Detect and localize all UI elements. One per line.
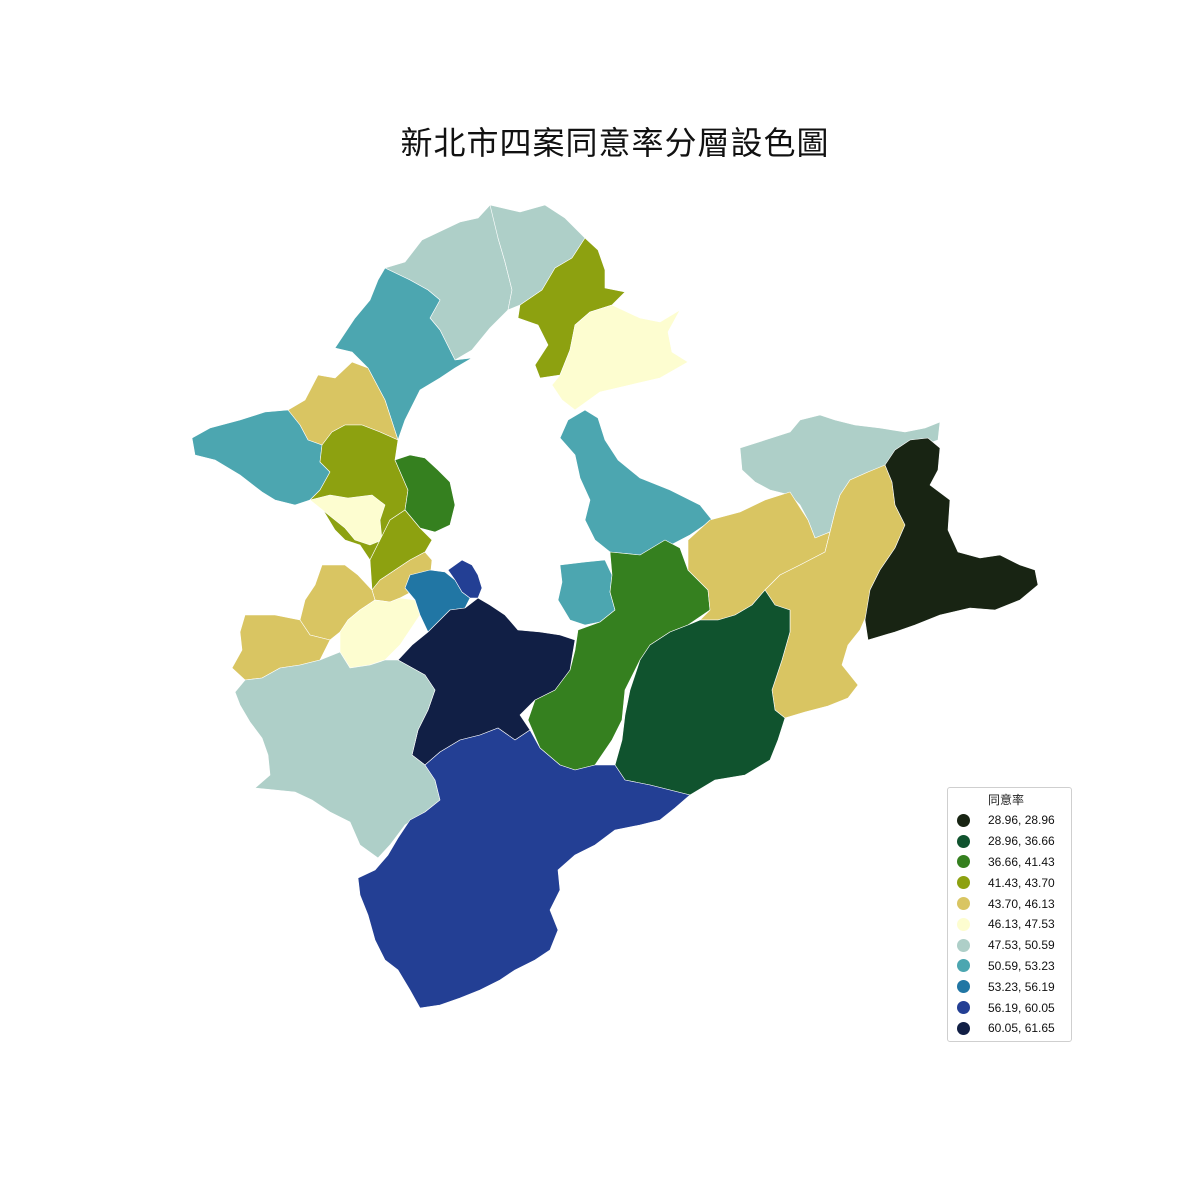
legend-swatch bbox=[957, 855, 970, 869]
legend-label: 36.66, 41.43 bbox=[988, 854, 1055, 869]
region-south-large[interactable] bbox=[357, 727, 691, 1009]
legend-swatch bbox=[957, 876, 970, 890]
legend-label: 28.96, 28.96 bbox=[988, 813, 1055, 828]
legend-swatch bbox=[957, 917, 970, 931]
map-legend: 同意率 28.96, 28.96 28.96, 36.66 36.66, 41.… bbox=[947, 787, 1072, 1042]
legend-item: 50.59, 53.23 bbox=[957, 956, 1071, 977]
legend-title: 同意率 bbox=[987, 793, 1024, 807]
legend-item: 28.96, 36.66 bbox=[957, 831, 1071, 852]
legend-swatch bbox=[957, 1001, 970, 1015]
legend-swatch bbox=[957, 980, 970, 994]
region-central-east-a[interactable] bbox=[394, 454, 456, 533]
legend-item: 43.70, 46.13 bbox=[957, 893, 1071, 914]
legend-item: 53.23, 56.19 bbox=[957, 976, 1071, 997]
legend-label: 43.70, 46.13 bbox=[988, 896, 1055, 911]
legend-swatch bbox=[957, 834, 970, 848]
legend-swatch bbox=[957, 813, 970, 827]
legend-label: 46.13, 47.53 bbox=[988, 917, 1055, 932]
legend-item: 36.66, 41.43 bbox=[957, 852, 1071, 873]
region-north-peninsula[interactable] bbox=[517, 237, 626, 379]
legend-swatch bbox=[957, 897, 970, 911]
map-title: 新北市四案同意率分層設色圖 bbox=[400, 124, 830, 162]
region-central-blue-b[interactable] bbox=[447, 559, 483, 599]
legend-item: 28.96, 28.96 bbox=[957, 810, 1071, 831]
legend-swatch bbox=[957, 959, 970, 973]
legend-label: 41.43, 43.70 bbox=[988, 875, 1055, 890]
legend-item: 46.13, 47.53 bbox=[957, 914, 1071, 935]
legend-label: 47.53, 50.59 bbox=[988, 938, 1055, 953]
legend-item: 60.05, 61.65 bbox=[957, 1018, 1071, 1039]
legend-item: 41.43, 43.70 bbox=[957, 872, 1071, 893]
region-far-east[interactable] bbox=[864, 437, 1039, 641]
legend-item: 56.19, 60.05 bbox=[957, 997, 1071, 1018]
region-northwest-coast[interactable] bbox=[334, 267, 473, 441]
legend-label: 50.59, 53.23 bbox=[988, 958, 1055, 973]
region-northeast-inland[interactable] bbox=[551, 304, 689, 411]
legend-swatch bbox=[957, 1021, 970, 1035]
region-east-central-b[interactable] bbox=[557, 559, 616, 626]
legend-label: 28.96, 36.66 bbox=[988, 834, 1055, 849]
legend-label: 56.19, 60.05 bbox=[988, 1000, 1055, 1015]
region-east-central-a[interactable] bbox=[559, 409, 713, 556]
region-central-west-small[interactable] bbox=[309, 494, 386, 546]
legend-label: 53.23, 56.19 bbox=[988, 979, 1055, 994]
legend-swatch bbox=[957, 938, 970, 952]
legend-label: 60.05, 61.65 bbox=[988, 1021, 1055, 1036]
legend-item: 47.53, 50.59 bbox=[957, 935, 1071, 956]
